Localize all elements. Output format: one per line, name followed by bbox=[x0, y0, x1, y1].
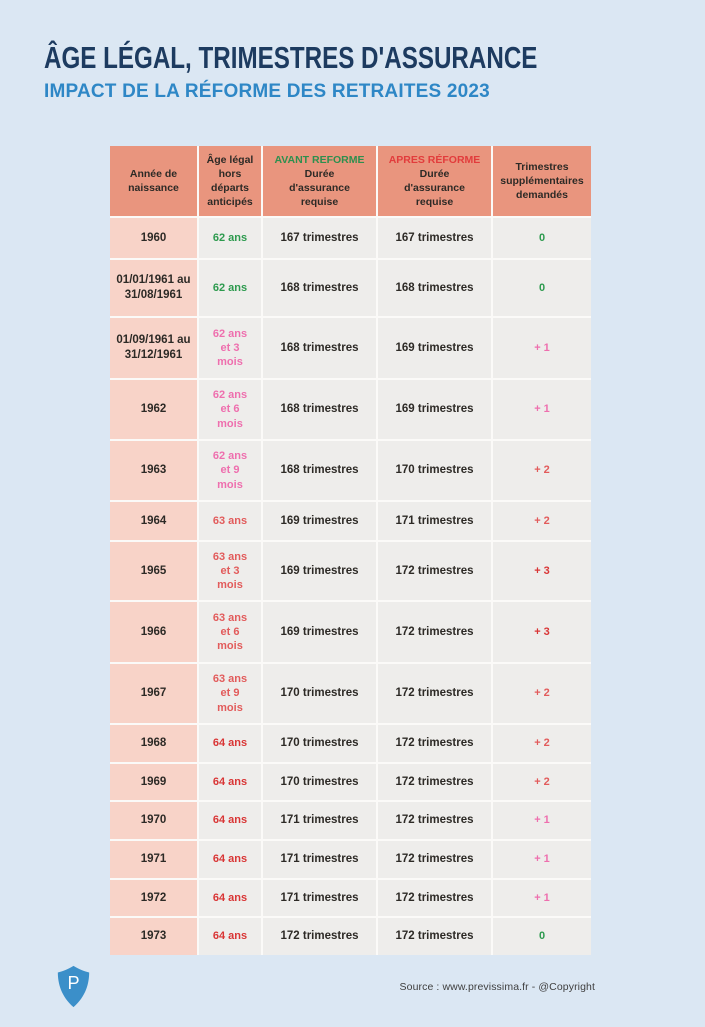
delta-cell: 0 bbox=[493, 918, 591, 955]
delta-cell: + 3 bbox=[493, 542, 591, 600]
after-cell: 172 trimestres bbox=[378, 880, 491, 916]
year-cell: 1970 bbox=[110, 802, 197, 839]
after-cell: 168 trimestres bbox=[378, 260, 491, 316]
year-cell: 1965 bbox=[110, 542, 197, 600]
age-cell: 64 ans bbox=[199, 764, 261, 800]
before-cell: 172 trimestres bbox=[263, 918, 376, 955]
after-cell: 172 trimestres bbox=[378, 602, 491, 662]
year-cell: 01/09/1961 au 31/12/1961 bbox=[110, 318, 197, 378]
header-avant-reforme: AVANT REFORME Durée d'assurance requise bbox=[263, 146, 376, 216]
after-cell: 172 trimestres bbox=[378, 802, 491, 839]
header-trimestres-supplementaires: Trimestres supplémentaires demandés bbox=[493, 146, 591, 216]
age-cell: 62 ans bbox=[199, 218, 261, 258]
after-cell: 171 trimestres bbox=[378, 502, 491, 540]
after-cell: 172 trimestres bbox=[378, 725, 491, 762]
delta-cell: + 2 bbox=[493, 725, 591, 762]
retirement-reform-table: Année de naissance Âge légal hors départ… bbox=[110, 146, 591, 955]
age-cell: 62 ans et 3 mois bbox=[199, 318, 261, 378]
delta-cell: 0 bbox=[493, 218, 591, 258]
after-cell: 172 trimestres bbox=[378, 918, 491, 955]
previssima-logo-icon: P bbox=[57, 965, 90, 1008]
before-cell: 168 trimestres bbox=[263, 260, 376, 316]
age-cell: 62 ans et 6 mois bbox=[199, 380, 261, 439]
year-cell: 01/01/1961 au 31/08/1961 bbox=[110, 260, 197, 316]
footer: P Source : www.previssima.fr - @Copyrigh… bbox=[44, 965, 661, 1008]
age-cell: 62 ans bbox=[199, 260, 261, 316]
before-cell: 169 trimestres bbox=[263, 602, 376, 662]
before-cell: 171 trimestres bbox=[263, 841, 376, 878]
apres-reforme-tag: APRES RÉFORME bbox=[388, 153, 481, 166]
age-cell: 64 ans bbox=[199, 880, 261, 916]
before-cell: 168 trimestres bbox=[263, 318, 376, 378]
age-cell: 63 ans bbox=[199, 502, 261, 540]
delta-cell: + 2 bbox=[493, 502, 591, 540]
before-cell: 170 trimestres bbox=[263, 764, 376, 800]
year-cell: 1963 bbox=[110, 441, 197, 500]
year-cell: 1971 bbox=[110, 841, 197, 878]
apres-reforme-subtitle: Durée d'assurance requise bbox=[404, 167, 465, 209]
after-cell: 170 trimestres bbox=[378, 441, 491, 500]
logo-letter: P bbox=[67, 973, 79, 993]
age-cell: 64 ans bbox=[199, 802, 261, 839]
delta-cell: + 2 bbox=[493, 764, 591, 800]
header-apres-reforme: APRES RÉFORME Durée d'assurance requise bbox=[378, 146, 491, 216]
before-cell: 170 trimestres bbox=[263, 725, 376, 762]
after-cell: 172 trimestres bbox=[378, 764, 491, 800]
year-cell: 1973 bbox=[110, 918, 197, 955]
delta-cell: + 1 bbox=[493, 380, 591, 439]
delta-cell: + 2 bbox=[493, 664, 591, 723]
after-cell: 172 trimestres bbox=[378, 841, 491, 878]
delta-cell: + 1 bbox=[493, 802, 591, 839]
age-cell: 64 ans bbox=[199, 725, 261, 762]
year-cell: 1964 bbox=[110, 502, 197, 540]
delta-cell: + 3 bbox=[493, 602, 591, 662]
year-cell: 1972 bbox=[110, 880, 197, 916]
age-cell: 63 ans et 9 mois bbox=[199, 664, 261, 723]
delta-cell: + 1 bbox=[493, 880, 591, 916]
year-cell: 1962 bbox=[110, 380, 197, 439]
source-text: Source : www.previssima.fr - @Copyright bbox=[399, 980, 595, 993]
page-subtitle: IMPACT DE LA RÉFORME DES RETRAITES 2023 bbox=[44, 81, 490, 102]
age-cell: 64 ans bbox=[199, 841, 261, 878]
age-cell: 63 ans et 6 mois bbox=[199, 602, 261, 662]
after-cell: 169 trimestres bbox=[378, 380, 491, 439]
before-cell: 171 trimestres bbox=[263, 802, 376, 839]
avant-reforme-tag: AVANT REFORME bbox=[274, 153, 365, 166]
year-cell: 1966 bbox=[110, 602, 197, 662]
header-annee-de-naissance: Année de naissance bbox=[110, 146, 197, 216]
header-age-legal: Âge légal hors départs anticipés bbox=[199, 146, 261, 216]
page-title: ÂGE LÉGAL, TRIMESTRES D'ASSURANCE bbox=[44, 40, 538, 75]
before-cell: 169 trimestres bbox=[263, 502, 376, 540]
after-cell: 172 trimestres bbox=[378, 542, 491, 600]
year-cell: 1968 bbox=[110, 725, 197, 762]
age-cell: 64 ans bbox=[199, 918, 261, 955]
age-cell: 62 ans et 9 mois bbox=[199, 441, 261, 500]
delta-cell: + 1 bbox=[493, 841, 591, 878]
avant-reforme-subtitle: Durée d'assurance requise bbox=[289, 167, 350, 209]
after-cell: 169 trimestres bbox=[378, 318, 491, 378]
age-cell: 63 ans et 3 mois bbox=[199, 542, 261, 600]
before-cell: 171 trimestres bbox=[263, 880, 376, 916]
before-cell: 169 trimestres bbox=[263, 542, 376, 600]
before-cell: 168 trimestres bbox=[263, 441, 376, 500]
before-cell: 168 trimestres bbox=[263, 380, 376, 439]
after-cell: 167 trimestres bbox=[378, 218, 491, 258]
year-cell: 1960 bbox=[110, 218, 197, 258]
before-cell: 170 trimestres bbox=[263, 664, 376, 723]
after-cell: 172 trimestres bbox=[378, 664, 491, 723]
delta-cell: + 1 bbox=[493, 318, 591, 378]
delta-cell: + 2 bbox=[493, 441, 591, 500]
year-cell: 1969 bbox=[110, 764, 197, 800]
year-cell: 1967 bbox=[110, 664, 197, 723]
delta-cell: 0 bbox=[493, 260, 591, 316]
before-cell: 167 trimestres bbox=[263, 218, 376, 258]
